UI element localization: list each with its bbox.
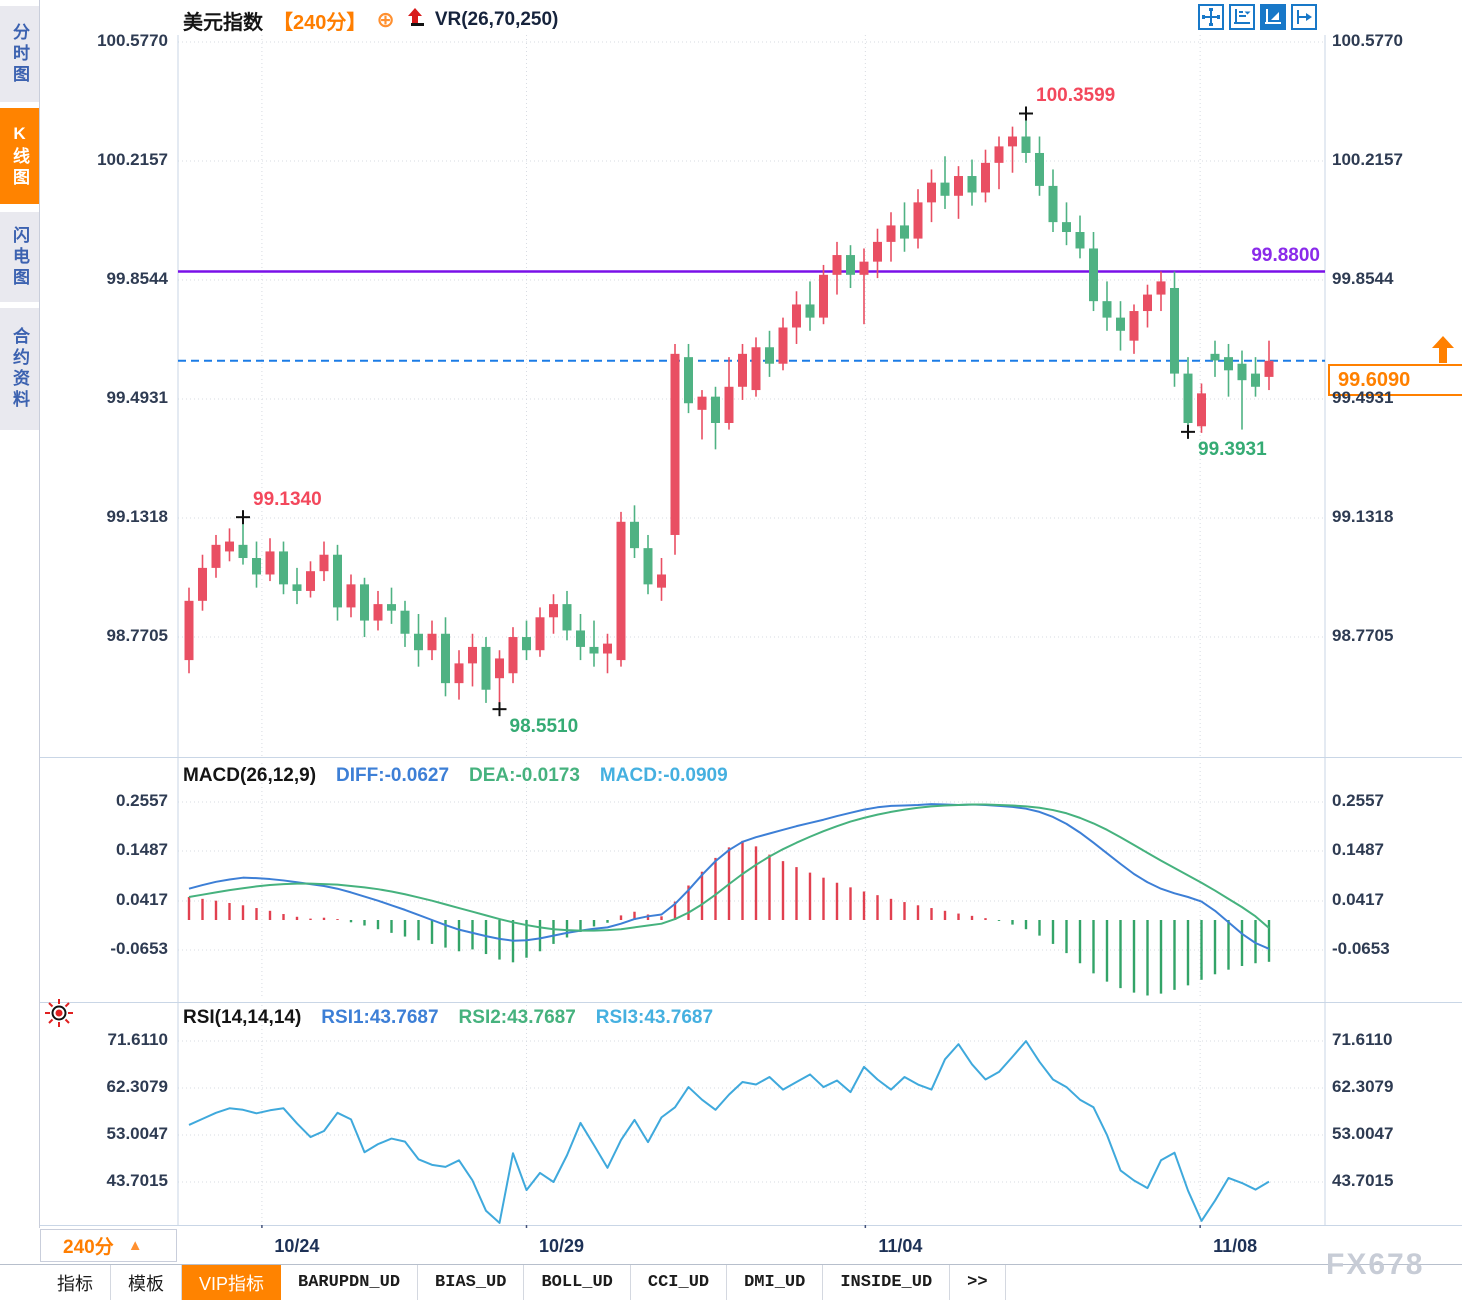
purple-line-price-label: 99.8800 — [1251, 245, 1320, 266]
macd-diff-value: DIFF:-0.0627 — [336, 765, 450, 786]
chart-toolbar — [1198, 4, 1317, 30]
indicator-tabbar: 指标 模板 VIP指标 BARUPDN_UD BIAS_UD BOLL_UD CCI_UD D… — [0, 1264, 1462, 1300]
shift-right-icon[interactable] — [1291, 4, 1317, 30]
alert-blink-icon[interactable] — [44, 998, 74, 1033]
sidebar-tab-2[interactable]: K线图 — [0, 108, 39, 204]
period-label: 【240分】 — [273, 11, 367, 34]
rise-arrow-icon — [405, 7, 425, 34]
period-dropdown-label: 240分 — [63, 1237, 114, 1258]
indicator-tab-1[interactable]: 指标 — [40, 1265, 111, 1300]
macd-title: MACD(26,12,9) — [183, 765, 317, 786]
sidebar-tab-3[interactable]: 闪电图 — [0, 212, 39, 302]
sidebar: 分时图 K线图闪电图合约资料 — [0, 0, 40, 1228]
auto-fit-icon[interactable] — [1260, 4, 1286, 30]
rsi-title: RSI(14,14,14) — [183, 1007, 302, 1028]
indicator-tab-5[interactable]: BIAS_UD — [418, 1265, 525, 1300]
indicator-tab-2[interactable]: 模板 — [111, 1265, 182, 1300]
vr-indicator-label: VR(26,70,250) — [434, 9, 559, 30]
indicator-tab-4[interactable]: BARUPDN_UD — [281, 1265, 419, 1300]
rsi3-value: RSI3:43.7687 — [595, 1007, 714, 1028]
indicator-tab-7[interactable]: CCI_UD — [631, 1265, 728, 1300]
chart-title: 美元指数 【240分】 ⊕ VR(26,70,250) — [183, 6, 558, 34]
circle-plus-icon[interactable]: ⊕ — [376, 7, 395, 32]
current-price-tag: 99.6090 — [1328, 364, 1462, 396]
sidebar-tab-4[interactable]: 合约资料 — [0, 308, 39, 430]
indicator-tab-8[interactable]: DMI_UD — [727, 1265, 824, 1300]
indicator-tab-3[interactable]: VIP指标 — [182, 1265, 282, 1300]
rsi-header: RSI(14,14,14) RSI1:43.7687 RSI2:43.7687 … — [183, 1007, 713, 1029]
indicator-tab-9[interactable]: INSIDE_UD — [823, 1265, 951, 1300]
dropdown-triangle-icon: ▲ — [127, 1237, 143, 1254]
chart-canvas[interactable] — [0, 0, 1462, 1232]
price-up-arrow-icon — [1430, 336, 1456, 369]
rsi2-value: RSI2:43.7687 — [458, 1007, 576, 1028]
axis-scale-icon[interactable] — [1229, 4, 1255, 30]
sidebar-tab-1[interactable]: 分时图 — [0, 6, 39, 102]
indicator-tab-6[interactable]: BOLL_UD — [524, 1265, 631, 1300]
indicator-tab-10[interactable]: >> — [950, 1265, 1006, 1300]
watermark: FX678 — [1326, 1248, 1425, 1281]
symbol-name: 美元指数 — [183, 11, 263, 34]
rsi1-value: RSI1:43.7687 — [321, 1007, 439, 1028]
period-dropdown[interactable]: 240分 ▲ — [40, 1229, 177, 1262]
macd-dea-value: DEA:-0.0173 — [469, 765, 580, 786]
macd-macd-value: MACD:-0.0909 — [599, 765, 728, 786]
macd-header: MACD(26,12,9) DIFF:-0.0627 DEA:-0.0173 M… — [183, 765, 728, 787]
crosshair-move-icon[interactable] — [1198, 4, 1224, 30]
xaxis-strip — [40, 1228, 1462, 1264]
